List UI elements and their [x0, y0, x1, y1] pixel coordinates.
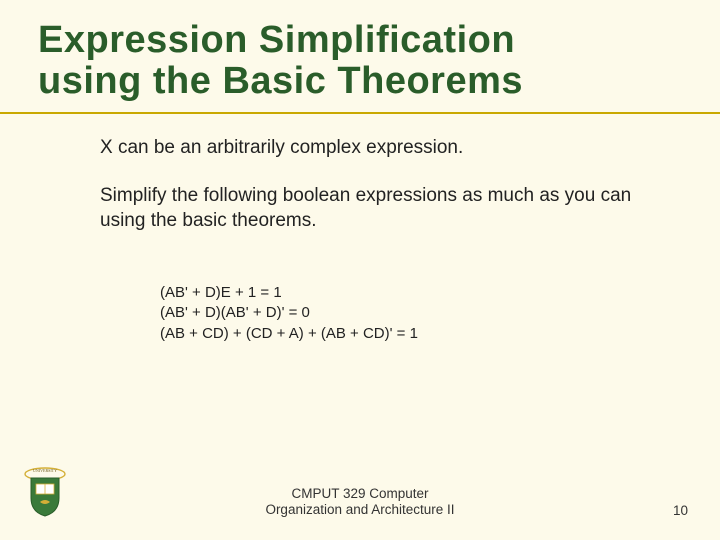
title-line-2: using the Basic Theorems [38, 60, 523, 102]
slide: Expression Simplification using the Basi… [0, 0, 720, 540]
page-number: 10 [673, 503, 688, 518]
title-line-1: Expression Simplification [38, 19, 515, 61]
svg-text:UNIVERSITY: UNIVERSITY [33, 468, 57, 473]
footer-line-1: CMPUT 329 Computer [291, 486, 428, 501]
slide-title: Expression Simplification using the Basi… [0, 0, 720, 112]
instruction-paragraph: Simplify the following boolean expressio… [100, 184, 650, 233]
footer-line-2: Organization and Architecture II [265, 502, 454, 517]
equation-2: (AB' + D)(AB' + D)' = 0 [160, 303, 650, 323]
intro-paragraph: X can be an arbitrarily complex expressi… [100, 136, 650, 160]
body-block: X can be an arbitrarily complex expressi… [0, 114, 720, 344]
footer-text: CMPUT 329 Computer Organization and Arch… [0, 486, 720, 518]
equation-3: (AB + CD) + (CD + A) + (AB + CD)' = 1 [160, 324, 650, 344]
equation-1: (AB' + D)E + 1 = 1 [160, 283, 650, 303]
equations-block: (AB' + D)E + 1 = 1 (AB' + D)(AB' + D)' =… [100, 257, 650, 344]
